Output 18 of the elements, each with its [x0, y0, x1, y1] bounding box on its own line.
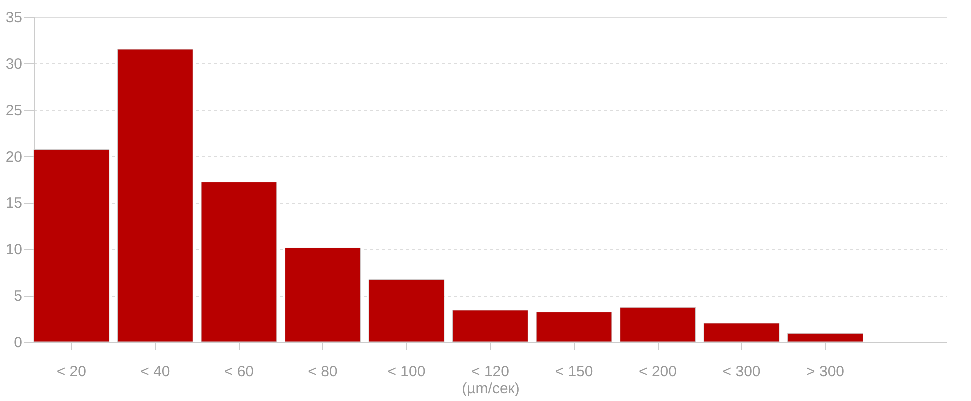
y-tick-label: 0	[14, 334, 22, 352]
y-tick-label: 35	[6, 10, 22, 26]
y-tick-label: 30	[6, 56, 22, 73]
x-tick-label: < 80	[308, 364, 338, 380]
x-tick-label: < 40	[140, 364, 170, 380]
x-tick-label: > 300	[806, 364, 845, 380]
x-tick-label: < 300	[722, 364, 761, 380]
y-tick-label: 20	[6, 148, 22, 166]
x-tick-label: < 60	[224, 364, 254, 380]
y-tick-label: 5	[14, 288, 22, 306]
y-tick-label: 25	[6, 102, 22, 120]
x-tick-label: < 20	[56, 364, 87, 380]
x-tick-label: < 150	[555, 364, 594, 380]
x-tick-label: < 200	[639, 364, 678, 380]
y-tick-label: 15	[6, 195, 22, 212]
y-tick-label: 10	[6, 242, 22, 259]
x-tick-label: < 120	[472, 364, 510, 380]
x-tick-label: < 100	[388, 364, 426, 380]
